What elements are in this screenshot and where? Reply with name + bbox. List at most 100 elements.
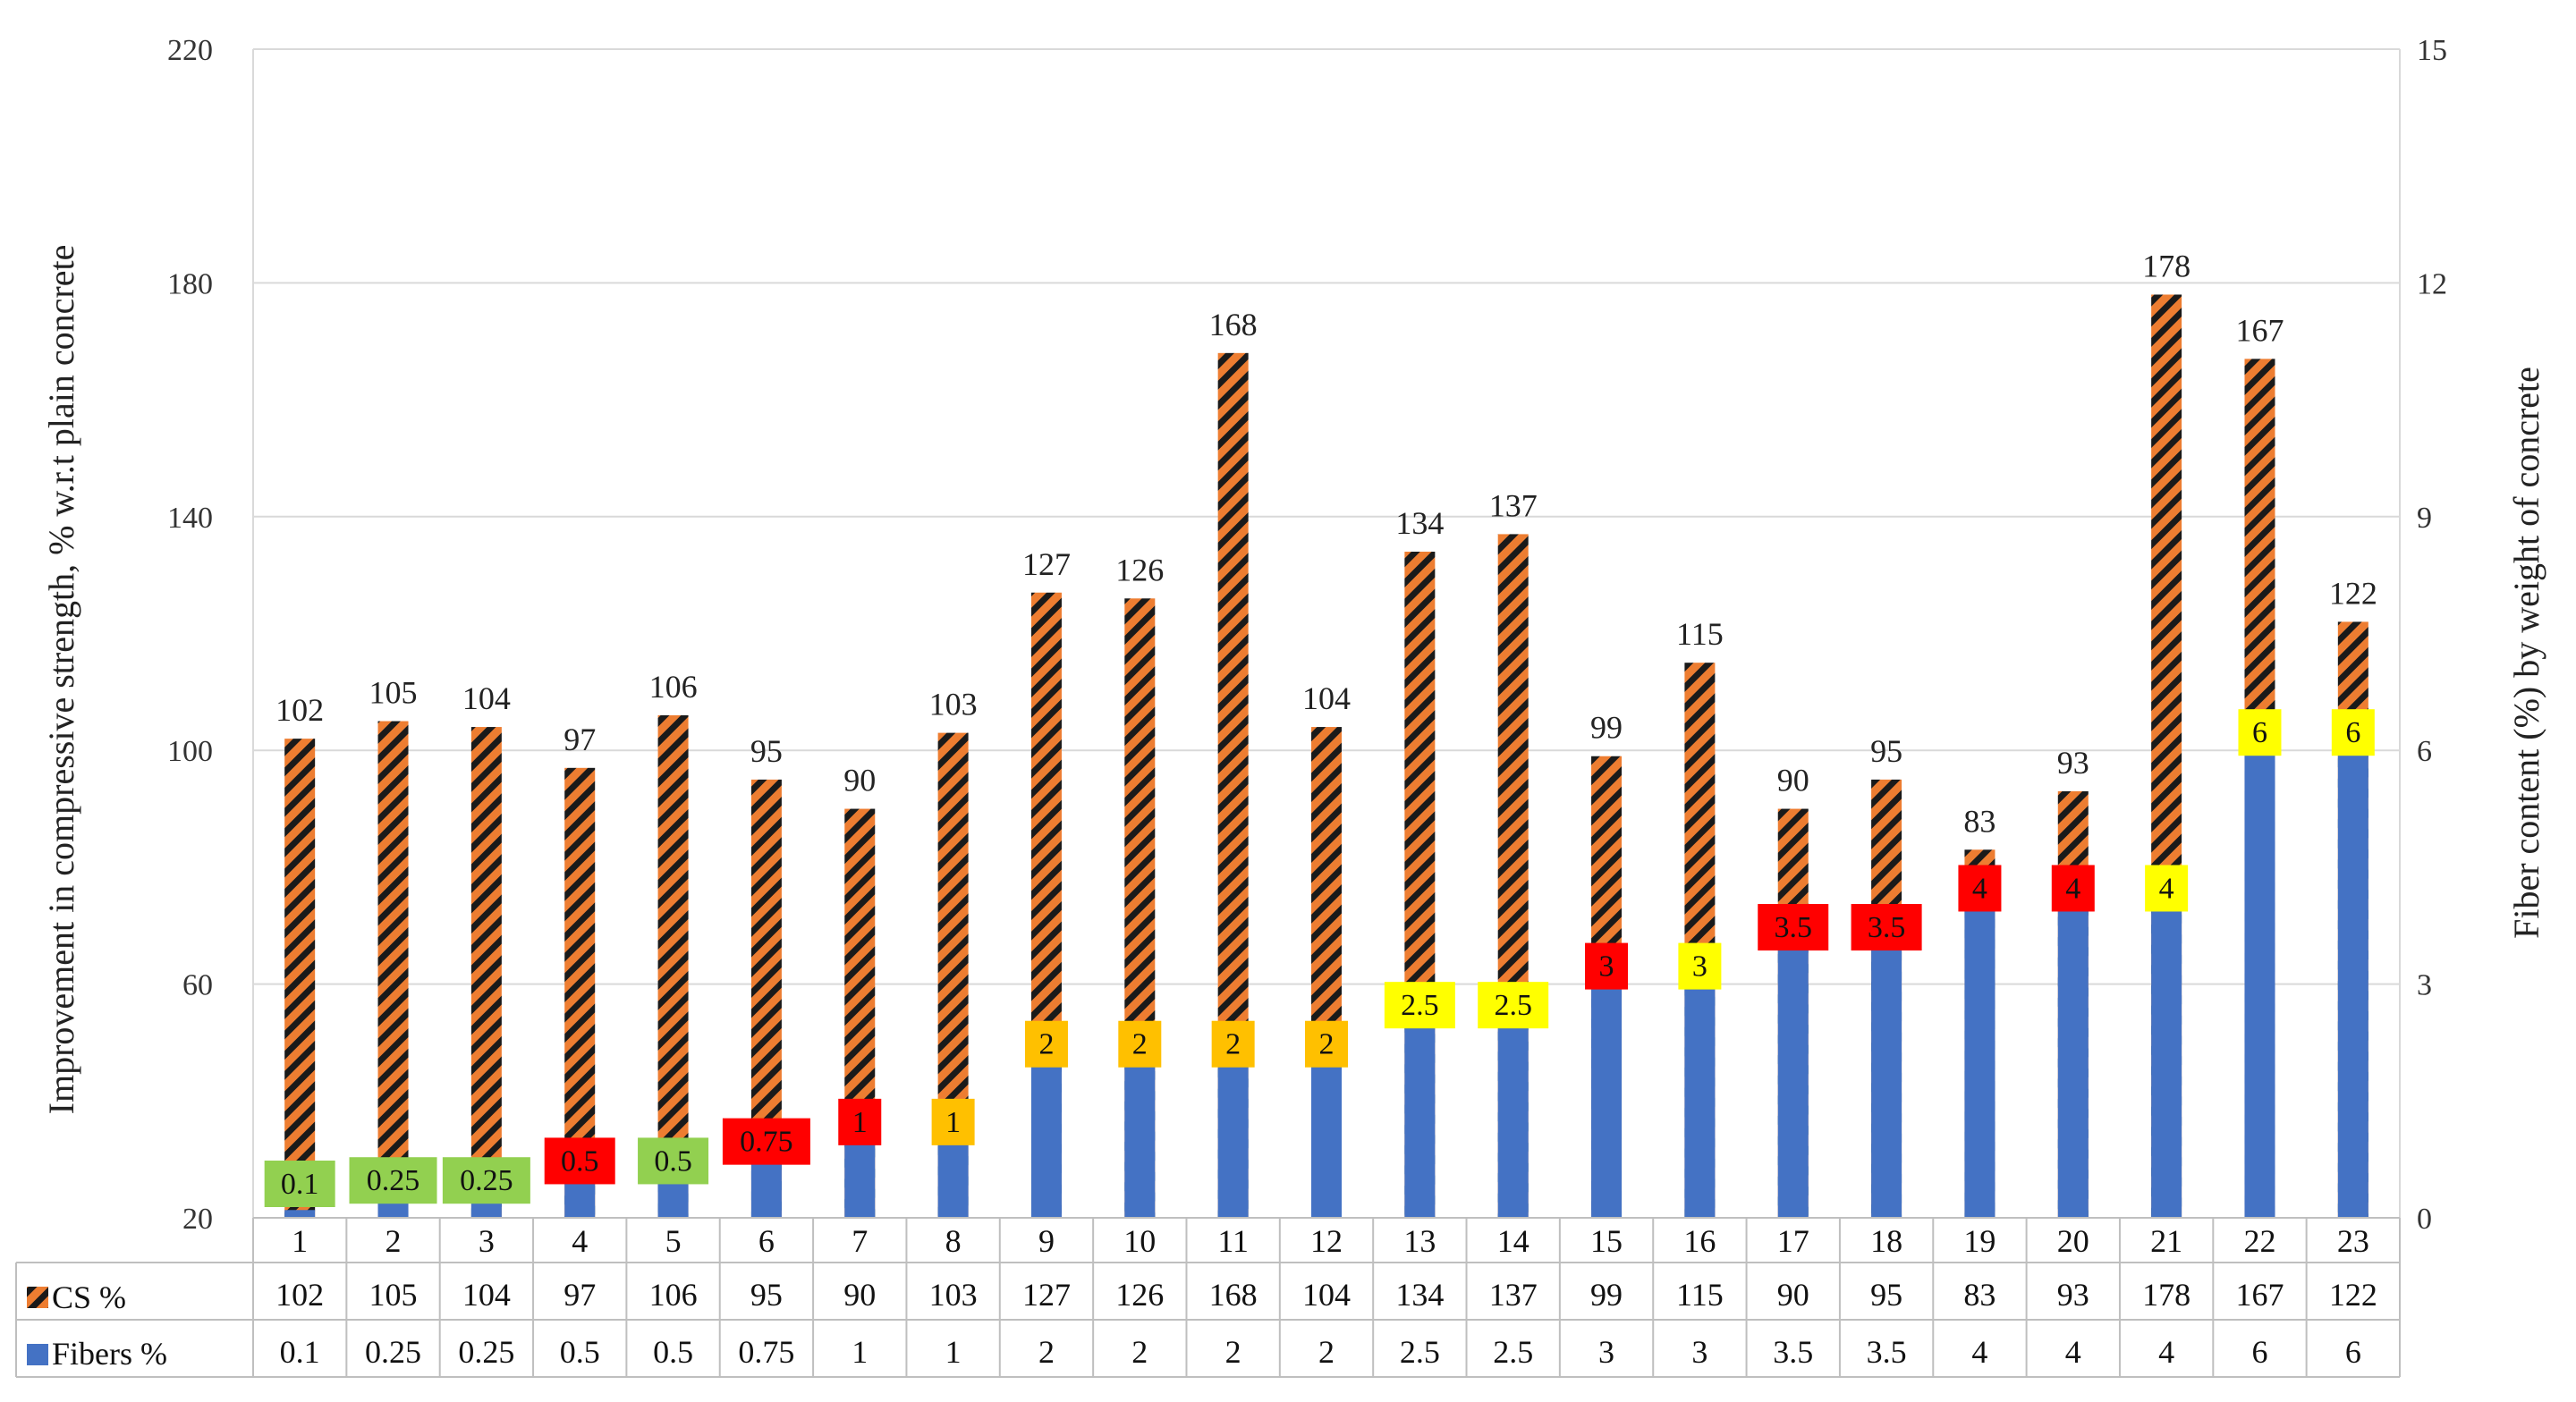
category-label: 4 xyxy=(572,1223,588,1259)
cs-value-label: 106 xyxy=(649,669,698,705)
table-cs-value: 106 xyxy=(649,1277,698,1313)
category-label: 14 xyxy=(1497,1223,1530,1259)
fiber-label-box xyxy=(2051,865,2095,912)
category-label: 23 xyxy=(2337,1223,2369,1259)
fiber-label-box xyxy=(1024,1020,1068,1068)
table-cs-value: 95 xyxy=(1870,1277,1902,1313)
fiber-value-label: 1 xyxy=(852,1106,868,1139)
table-fiber-value: 2 xyxy=(1225,1334,1241,1370)
fiber-value-label: 2 xyxy=(1132,1028,1148,1061)
table-fiber-value: 3 xyxy=(1598,1334,1614,1370)
cs-value-label: 167 xyxy=(2235,312,2284,348)
table-fiber-value: 2.5 xyxy=(1400,1334,1440,1370)
fiber-value-label: 3 xyxy=(1599,950,1614,984)
fiber-label-box xyxy=(1305,1020,1348,1068)
cs-bar xyxy=(657,714,689,1218)
category-label: 20 xyxy=(2057,1223,2089,1259)
fiber-label-box xyxy=(1118,1020,1162,1068)
cs-value-label: 90 xyxy=(1777,763,1809,798)
category-label: 15 xyxy=(1590,1223,1623,1259)
fiber-bar xyxy=(844,1139,876,1218)
table-fiber-value: 0.75 xyxy=(738,1334,794,1370)
y-tick-label: 220 xyxy=(167,34,213,67)
cs-bar xyxy=(470,727,502,1218)
cs-value-label: 97 xyxy=(564,722,596,757)
y-tick-label: 60 xyxy=(182,969,213,1002)
table-cs-value: 102 xyxy=(275,1277,324,1313)
y-tick-label: 20 xyxy=(182,1203,213,1236)
fiber-label-box xyxy=(1585,942,1629,990)
y2-tick-label: 9 xyxy=(2417,502,2432,535)
table-fiber-value: 2 xyxy=(1038,1334,1055,1370)
table-cs-value: 178 xyxy=(2142,1277,2190,1313)
cs-value-label: 90 xyxy=(843,763,876,798)
fiber-label-box xyxy=(2331,709,2375,756)
fiber-value-label: 0.5 xyxy=(654,1144,692,1178)
category-label: 13 xyxy=(1403,1223,1436,1259)
table-fiber-value: 0.5 xyxy=(560,1334,600,1370)
table-cs-value: 134 xyxy=(1395,1277,1444,1313)
category-label: 21 xyxy=(2150,1223,2182,1259)
fiber-label-box xyxy=(1678,942,1722,990)
y-axis-title: Improvement in compressive strength, % w… xyxy=(41,245,81,1115)
fiber-label-box xyxy=(1211,1020,1255,1068)
cs-value-label: 127 xyxy=(1022,546,1071,582)
fiber-value-label: 2 xyxy=(1225,1028,1241,1061)
cs-value-label: 126 xyxy=(1115,552,1164,587)
axes: Improvement in compressive strength, % w… xyxy=(41,34,2546,1236)
fiber-label-box xyxy=(638,1137,709,1185)
fiber-value-label: 2 xyxy=(1038,1028,1054,1061)
fiber-value-label: 4 xyxy=(2159,872,2174,905)
fiber-bar xyxy=(657,1178,689,1218)
table-fiber-value: 4 xyxy=(2158,1334,2174,1370)
fiber-bar xyxy=(1124,1061,1156,1218)
table-fiber-value: 6 xyxy=(2345,1334,2361,1370)
category-label: 1 xyxy=(292,1223,308,1259)
legend-label-fibers: Fibers % xyxy=(52,1336,167,1372)
fiber-bar xyxy=(564,1178,596,1218)
table-fiber-value: 4 xyxy=(1971,1334,1987,1370)
table-cs-value: 95 xyxy=(750,1277,783,1313)
table-fiber-value: 3.5 xyxy=(1867,1334,1907,1370)
fiber-bar xyxy=(1871,945,1902,1218)
table-cs-value: 126 xyxy=(1115,1277,1164,1313)
fiber-label-box xyxy=(931,1098,975,1145)
table-fiber-value: 2.5 xyxy=(1493,1334,1533,1370)
fiber-value-label: 4 xyxy=(2065,872,2080,905)
y2-tick-label: 6 xyxy=(2417,735,2432,768)
y-tick-label: 140 xyxy=(167,502,213,535)
y-tick-label: 100 xyxy=(167,735,213,768)
fiber-value-label: 2 xyxy=(1319,1028,1335,1061)
fiber-bar xyxy=(2244,750,2275,1218)
y-tick-label: 180 xyxy=(167,267,213,300)
fiber-label-box xyxy=(1384,982,1455,1029)
y2-tick-label: 15 xyxy=(2417,34,2447,67)
fiber-bar xyxy=(1777,945,1809,1218)
fiber-value-label: 0.75 xyxy=(740,1126,793,1159)
fiber-value-label: 3.5 xyxy=(1868,911,1906,944)
cs-value-label: 83 xyxy=(1963,803,1996,839)
category-label: 3 xyxy=(479,1223,495,1259)
table-fiber-value: 0.1 xyxy=(280,1334,320,1370)
table-fiber-value: 6 xyxy=(2251,1334,2267,1370)
fiber-bar xyxy=(1497,1023,1529,1218)
fiber-bar xyxy=(1964,906,1996,1218)
table-cs-value: 167 xyxy=(2235,1277,2284,1313)
cs-value-label: 168 xyxy=(1209,307,1258,342)
table-cs-value: 137 xyxy=(1489,1277,1538,1313)
data-labels: 102 0.1 105 0.25 104 0.25 97 0.5 106 0.5 95 0.75 90 1… xyxy=(264,248,2377,1207)
table-cs-value: 168 xyxy=(1209,1277,1258,1313)
table-cs-value: 104 xyxy=(1302,1277,1351,1313)
cs-value-label: 104 xyxy=(462,680,511,716)
cs-bar xyxy=(377,721,409,1218)
table-cs-value: 115 xyxy=(1676,1277,1724,1313)
category-label: 10 xyxy=(1123,1223,1156,1259)
fiber-bar xyxy=(1591,984,1623,1218)
category-label: 22 xyxy=(2243,1223,2275,1259)
fiber-bar xyxy=(1217,1061,1249,1218)
fiber-label-box xyxy=(1478,982,1549,1029)
bars xyxy=(284,294,2368,1219)
category-label: 7 xyxy=(852,1223,868,1259)
cs-bar xyxy=(284,739,316,1218)
category-label: 8 xyxy=(945,1223,962,1259)
